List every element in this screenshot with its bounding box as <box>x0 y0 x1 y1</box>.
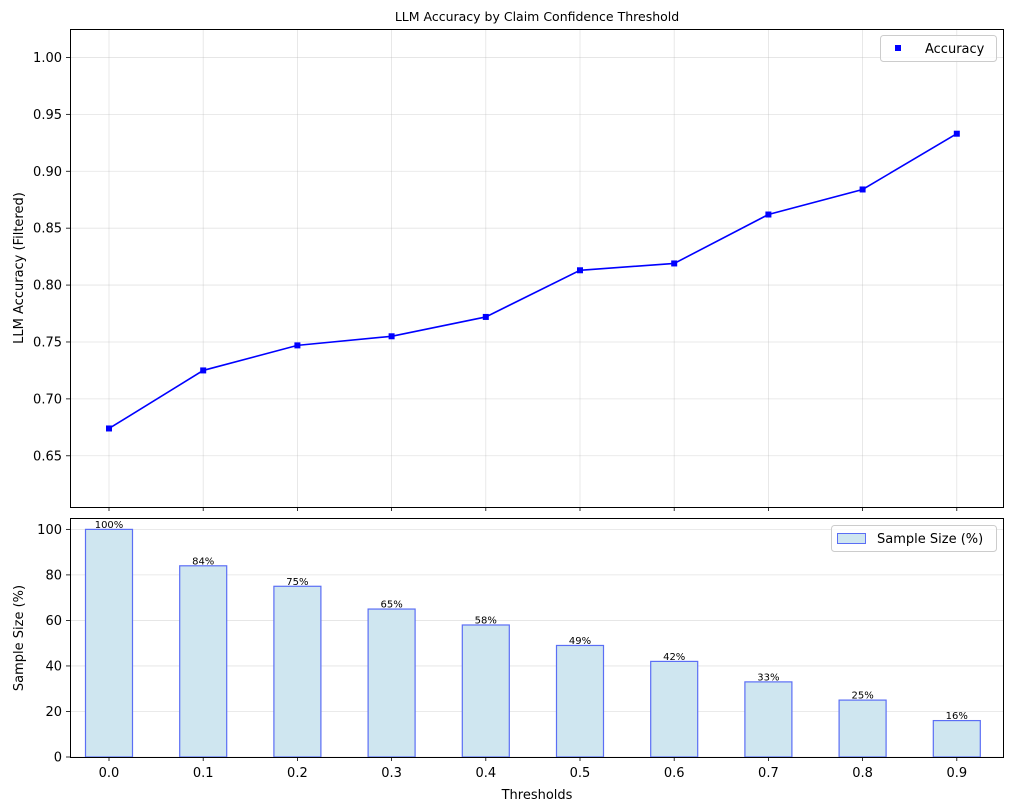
bottom-y-tick-label: 0 <box>54 751 62 766</box>
top-plot-frame <box>70 29 1004 508</box>
sample-size-bar <box>367 608 416 758</box>
bar-data-label: 100% <box>95 520 124 531</box>
top-legend: Accuracy <box>880 35 997 62</box>
bottom-bars: 100% 84% 75% 65% 58% 49% 42% 33% 25% 16% <box>84 520 981 758</box>
bottom-x-axis-label: Thresholds <box>501 788 573 803</box>
bottom-y-tick-label: 40 <box>45 659 62 674</box>
accuracy-point <box>953 130 960 137</box>
top-legend-box <box>880 35 997 62</box>
top-y-tick-label: 0.65 <box>33 449 62 464</box>
sample-size-bar <box>273 585 322 758</box>
sample-size-bar <box>932 719 981 758</box>
accuracy-point <box>294 342 301 349</box>
sample-size-legend-swatch <box>837 533 866 544</box>
bar-data-label: 84% <box>192 556 214 567</box>
sample-size-bar <box>179 565 228 758</box>
bottom-legend-box <box>831 525 997 552</box>
x-tick-label: 0.3 <box>381 766 402 781</box>
accuracy-point <box>765 211 772 218</box>
x-tick-label: 0.4 <box>475 766 496 781</box>
top-y-tick-label: 1.00 <box>33 51 62 66</box>
bottom-plot-frame <box>70 518 1004 758</box>
accuracy-point <box>859 186 866 193</box>
bar-data-label: 42% <box>663 652 685 663</box>
accuracy-point <box>671 260 678 267</box>
bar-data-label: 75% <box>286 577 308 588</box>
top-legend-label: Accuracy <box>925 42 985 57</box>
x-tick-label: 0.2 <box>287 766 308 781</box>
x-tick-label: 0.9 <box>946 766 967 781</box>
x-tick-label: 0.6 <box>664 766 685 781</box>
top-chart-title: LLM Accuracy by Claim Confidence Thresho… <box>395 9 679 24</box>
x-tick-label: 0.5 <box>570 766 591 781</box>
accuracy-line <box>108 133 958 430</box>
bottom-legend: Sample Size (%) <box>831 525 997 552</box>
top-y-tick-label: 0.90 <box>33 165 62 180</box>
bottom-y-tick-label: 60 <box>45 614 62 629</box>
top-grid <box>70 29 1003 507</box>
bottom-y-tick-label: 80 <box>45 568 62 583</box>
bottom-y-tick-label: 20 <box>45 705 62 720</box>
x-tick-label: 0.8 <box>852 766 873 781</box>
sample-size-bar <box>84 528 134 758</box>
accuracy-legend-marker <box>895 45 901 51</box>
bar-data-label: 16% <box>946 711 968 722</box>
top-y-tick-label: 0.80 <box>33 279 62 294</box>
sample-size-bar <box>838 699 887 758</box>
bar-data-label: 65% <box>380 600 402 611</box>
bottom-ticks: 0 20 40 60 80 100 0.0 0.1 0.2 0.3 0.4 0.5 0.6 0.7 0.8 0… <box>37 523 967 781</box>
x-tick-label: 0.1 <box>193 766 214 781</box>
sample-size-bar <box>555 644 605 758</box>
sample-size-bar <box>461 624 510 758</box>
sample-size-bar <box>650 660 699 758</box>
top-y-axis-label: LLM Accuracy (Filtered) <box>12 192 27 344</box>
bottom-y-tick-label: 100 <box>37 523 62 538</box>
bar-data-label: 25% <box>851 691 873 702</box>
accuracy-point <box>200 367 207 374</box>
bottom-legend-label: Sample Size (%) <box>877 532 983 547</box>
top-y-tick-label: 0.75 <box>33 335 62 350</box>
top-y-tick-label: 0.85 <box>33 222 62 237</box>
top-y-tick-label: 0.95 <box>33 108 62 123</box>
top-series <box>106 130 960 432</box>
x-tick-label: 0.7 <box>758 766 779 781</box>
bar-data-label: 49% <box>569 636 591 647</box>
accuracy-point <box>482 313 489 320</box>
top-ticks: 0.65 0.70 0.75 0.80 0.85 0.90 0.95 1.00 <box>33 51 958 511</box>
bottom-y-axis-label: Sample Size (%) <box>12 585 27 691</box>
bar-data-label: 58% <box>475 615 497 626</box>
x-tick-label: 0.0 <box>99 766 120 781</box>
bar-data-label: 33% <box>757 672 779 683</box>
accuracy-point <box>106 425 112 432</box>
accuracy-point <box>388 333 395 340</box>
accuracy-point <box>577 267 583 274</box>
sample-size-bar <box>744 681 793 758</box>
top-y-tick-label: 0.70 <box>33 392 62 407</box>
